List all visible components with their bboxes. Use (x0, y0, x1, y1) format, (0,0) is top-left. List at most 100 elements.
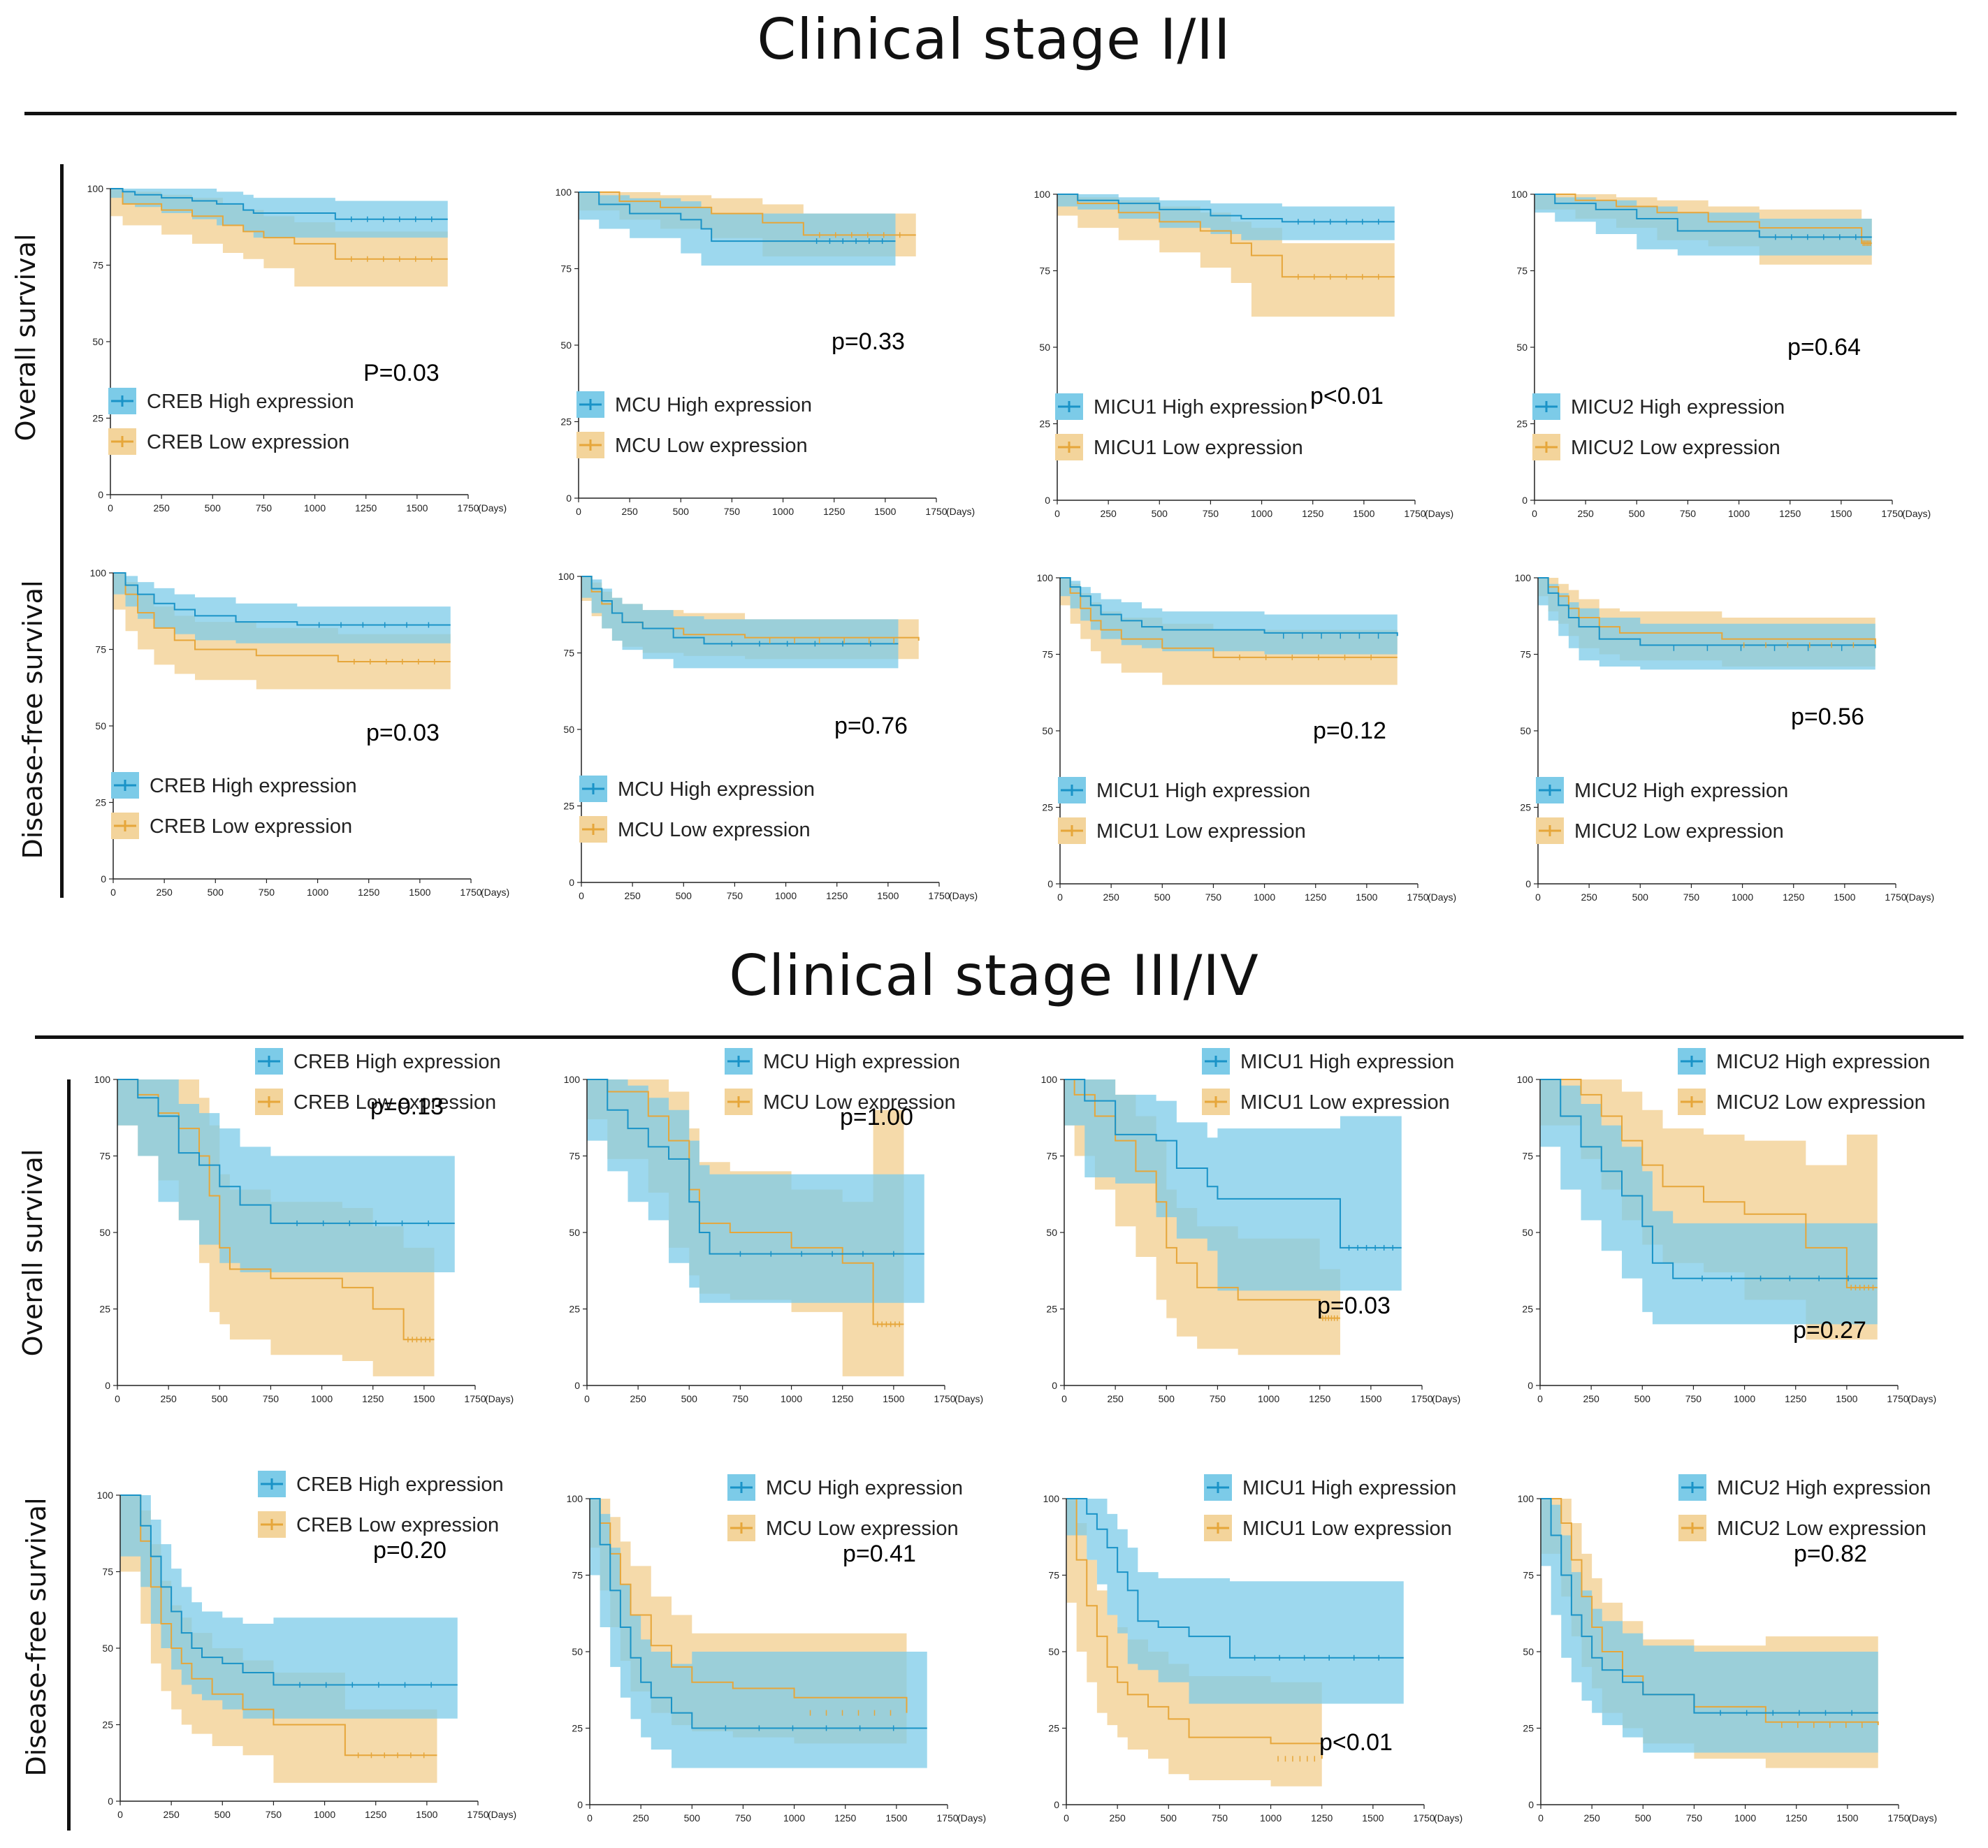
x-tick-label: 1500 (1830, 508, 1852, 519)
x-tick-label: 1250 (355, 502, 377, 514)
x-tick-label: 500 (1159, 1393, 1175, 1404)
y-tick-label: 100 (1517, 1074, 1534, 1085)
x-axis-unit: (Days) (1428, 892, 1456, 903)
survival-curve-high (1541, 1498, 1878, 1714)
row-bracket-stage-3-4 (67, 1079, 71, 1831)
x-axis-unit: (Days) (1432, 1393, 1460, 1404)
x-tick-label: 1000 (1732, 892, 1753, 903)
x-tick-label: 1250 (1309, 1393, 1330, 1404)
x-tick-label: 1500 (1834, 892, 1855, 903)
chart-stage34-dfs-micu2: 0 25 50 75 100 0 250 500 750 1000 1250 1500 1750 (Day… (1500, 1474, 1961, 1848)
x-tick-label: 1250 (826, 890, 848, 901)
x-tick-label: 750 (1686, 1812, 1703, 1824)
x-tick-label: 1000 (311, 1393, 333, 1404)
ci-band-high (590, 1499, 927, 1768)
y-tick-label: 100 (1041, 1074, 1058, 1085)
x-tick-label: 1250 (1785, 1393, 1806, 1404)
x-tick-label: 0 (1535, 892, 1541, 903)
survival-curve-high (117, 1079, 455, 1224)
y-tick-label: 100 (90, 567, 107, 579)
x-tick-label: 750 (727, 890, 743, 901)
legend-label: MICU1 High expression (1242, 1477, 1456, 1499)
chart-stage34-dfs-mcu: 0 25 50 75 100 0 250 500 750 1000 1250 1500 1750 (Day… (549, 1474, 1010, 1848)
survival-curve-low (1064, 1079, 1340, 1319)
survival-curve-low (590, 1498, 908, 1713)
x-tick-label: 750 (735, 1812, 752, 1824)
x-tick-label: 0 (1537, 1393, 1543, 1404)
x-tick-label: 1000 (775, 890, 797, 901)
y-tick-label: 0 (1522, 495, 1528, 506)
p-value-label: p<0.01 (1319, 1729, 1393, 1756)
x-tick-label: 0 (1538, 1812, 1544, 1824)
x-tick-label: 500 (1632, 892, 1649, 903)
x-tick-label: 1500 (1362, 1812, 1384, 1824)
x-tick-label: 1000 (1258, 1393, 1279, 1404)
y-tick-label: 25 (569, 1304, 580, 1315)
x-tick-label: 250 (1583, 1812, 1600, 1824)
y-tick-label: 50 (1523, 1646, 1534, 1657)
x-tick-label: 500 (1635, 1812, 1652, 1824)
legend-label: CREB High expression (150, 775, 357, 797)
y-tick-label: 50 (569, 1227, 580, 1238)
x-tick-label: 1000 (314, 1809, 335, 1820)
x-tick-label: 0 (115, 1393, 120, 1404)
y-tick-label: 100 (556, 187, 572, 198)
legend-label: CREB High expression (147, 391, 354, 413)
p-value-label: p=0.56 (1791, 704, 1864, 730)
x-tick-label: 750 (266, 1809, 282, 1820)
y-tick-label: 25 (1042, 802, 1053, 813)
x-tick-label: 1250 (1783, 892, 1804, 903)
y-tick-label: 25 (1048, 1723, 1059, 1734)
x-tick-label: 1250 (358, 887, 379, 898)
survival-curve-high (1060, 577, 1398, 636)
y-tick-label: 0 (1525, 878, 1531, 889)
x-tick-label: 1500 (1836, 1812, 1858, 1824)
x-tick-label: 1000 (1260, 1812, 1282, 1824)
x-tick-label: 500 (1634, 1393, 1651, 1404)
x-tick-label: 1000 (304, 502, 326, 514)
x-tick-label: 1000 (307, 887, 328, 898)
x-tick-label: 1250 (1779, 508, 1801, 519)
y-tick-label: 75 (99, 1151, 110, 1162)
y-tick-label: 0 (98, 489, 103, 500)
x-tick-label: 1000 (1734, 1812, 1756, 1824)
y-tick-label: 100 (1515, 572, 1532, 583)
legend-label: MCU Low expression (618, 819, 811, 841)
x-tick-label: 250 (160, 1393, 177, 1404)
x-axis-unit: (Days) (478, 502, 507, 514)
survival-curve-low (1057, 194, 1395, 278)
ci-band-high (581, 576, 899, 669)
survival-curve-low (1066, 1498, 1323, 1759)
p-value-label: p=0.13 (370, 1093, 444, 1120)
y-tick-label: 50 (1522, 1227, 1533, 1238)
y-tick-label: 50 (1048, 1646, 1059, 1657)
x-tick-label: 750 (263, 1393, 280, 1404)
y-tick-label: 75 (1522, 1151, 1533, 1162)
legend-label: MICU2 High expression (1717, 1477, 1931, 1499)
x-tick-label: 250 (630, 1393, 646, 1404)
x-tick-label: 1750 (467, 1809, 488, 1820)
x-tick-label: 1500 (413, 1393, 435, 1404)
section-title-stage-3-4: Clinical stage III/IV (729, 943, 1259, 1008)
ci-band-high (1538, 578, 1875, 670)
legend-label: CREB High expression (293, 1051, 501, 1073)
ci-band-high (1060, 578, 1398, 655)
section-rule-stage-3-4 (35, 1035, 1964, 1039)
x-tick-label: 1500 (1353, 508, 1374, 519)
x-tick-label: 1750 (1881, 508, 1903, 519)
x-tick-label: 500 (212, 1393, 228, 1404)
y-tick-label: 25 (1522, 1304, 1533, 1315)
legend-label: CREB Low expression (150, 815, 352, 838)
x-tick-label: 1000 (1254, 892, 1275, 903)
legend-label: MICU2 Low expression (1574, 820, 1784, 843)
y-tick-label: 75 (563, 648, 574, 659)
p-value-label: p=0.12 (1313, 718, 1386, 744)
y-tick-label: 0 (1528, 1380, 1533, 1391)
legend-label: MICU1 High expression (1096, 780, 1310, 802)
y-tick-label: 25 (560, 416, 572, 428)
chart-stage12-os-mcu: 0 25 50 75 100 0 250 500 750 1000 1250 1500 1750 (Day… (538, 171, 999, 541)
x-tick-label: 0 (587, 1812, 593, 1824)
chart-stage34-dfs-micu1: 0 25 50 75 100 0 250 500 750 1000 1250 1500 1750 (Day… (1026, 1474, 1487, 1848)
